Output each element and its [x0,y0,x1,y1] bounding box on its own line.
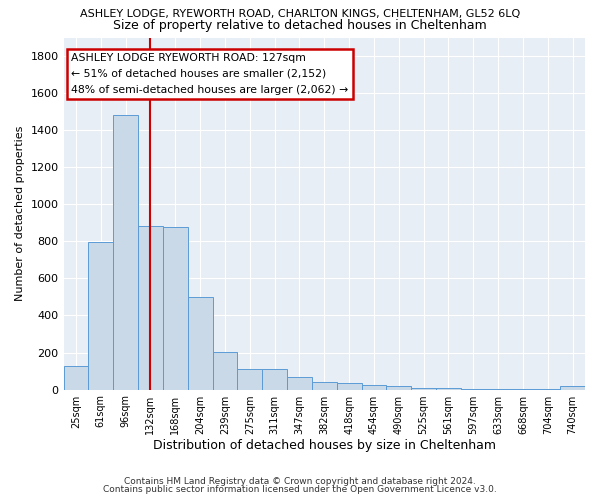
Text: ASHLEY LODGE, RYEWORTH ROAD, CHARLTON KINGS, CHELTENHAM, GL52 6LQ: ASHLEY LODGE, RYEWORTH ROAD, CHARLTON KI… [80,9,520,19]
Bar [64,366,88,390]
Bar [163,226,188,390]
Bar [113,114,138,390]
Bar [485,388,511,390]
Bar [337,383,362,390]
Bar [411,388,436,390]
Bar [560,386,585,390]
Bar [262,369,287,390]
Bar [386,386,411,390]
Bar [212,352,238,390]
Text: Size of property relative to detached houses in Cheltenham: Size of property relative to detached ho… [113,19,487,32]
Text: Contains public sector information licensed under the Open Government Licence v3: Contains public sector information licen… [103,485,497,494]
Bar [188,298,212,390]
Bar [511,388,535,390]
Bar [287,377,312,390]
Bar [535,388,560,390]
Bar [138,226,163,390]
Bar [362,385,386,390]
Y-axis label: Number of detached properties: Number of detached properties [15,126,25,301]
Bar [88,242,113,390]
Text: ASHLEY LODGE RYEWORTH ROAD: 127sqm
← 51% of detached houses are smaller (2,152)
: ASHLEY LODGE RYEWORTH ROAD: 127sqm ← 51%… [71,54,349,94]
Bar [238,369,262,390]
Bar [436,388,461,390]
Bar [312,382,337,390]
X-axis label: Distribution of detached houses by size in Cheltenham: Distribution of detached houses by size … [153,440,496,452]
Bar [461,388,485,390]
Text: Contains HM Land Registry data © Crown copyright and database right 2024.: Contains HM Land Registry data © Crown c… [124,477,476,486]
